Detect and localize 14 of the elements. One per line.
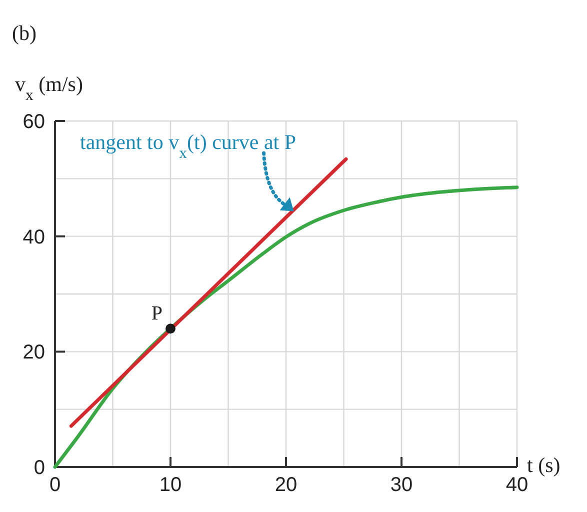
y-tick-label: 60 xyxy=(22,111,45,133)
series-label: P xyxy=(151,302,162,325)
x-tick-label: 40 xyxy=(506,474,528,496)
y-tick-label: 20 xyxy=(22,342,45,364)
y-tick-label: 40 xyxy=(22,226,45,248)
y-tick-label: 0 xyxy=(34,457,45,479)
x-axis-title: t (s) xyxy=(527,453,560,477)
x-tick-label: 20 xyxy=(274,474,298,496)
text: (b) xyxy=(12,21,36,45)
x-tick-label: 10 xyxy=(159,474,182,496)
x-tick-label: 0 xyxy=(49,474,61,496)
x-tick-label: 30 xyxy=(390,474,413,496)
annotation: tangent to v$_{x}$(t) curve at P xyxy=(80,130,296,162)
y-axis-title: v$_{x}$ (m/s) xyxy=(15,72,83,104)
